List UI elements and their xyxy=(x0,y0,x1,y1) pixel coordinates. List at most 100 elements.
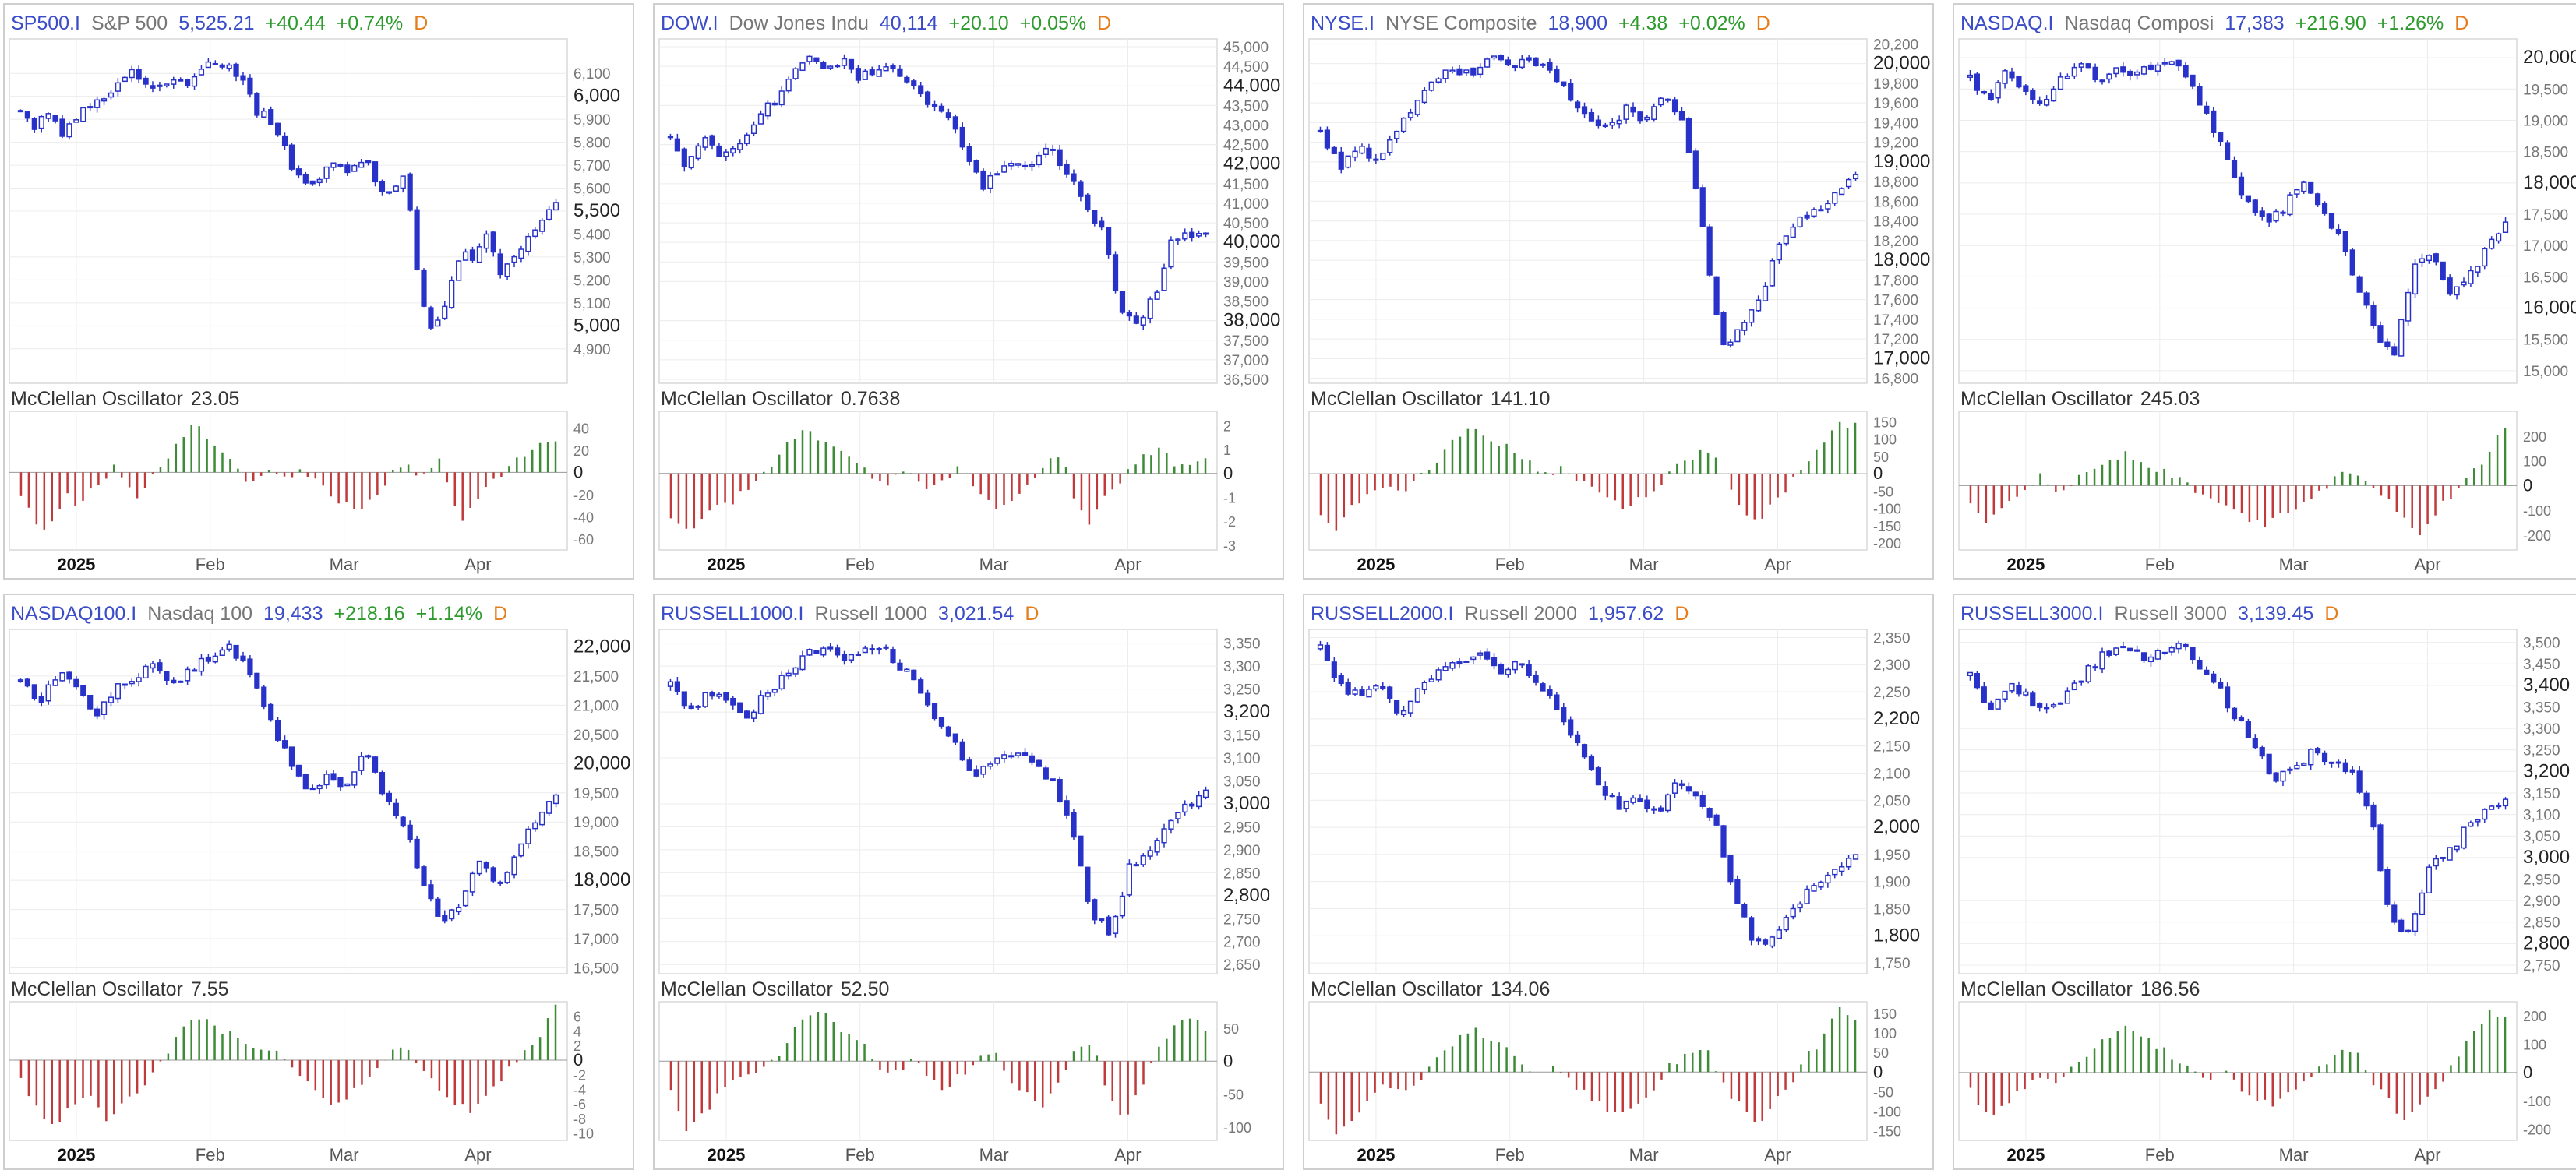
candle-body xyxy=(1008,162,1015,167)
candle-body xyxy=(1435,78,1442,83)
candle-body xyxy=(1981,90,1987,94)
candle-body xyxy=(1463,69,1470,74)
candle-body xyxy=(674,138,680,152)
candle-body xyxy=(2412,263,2419,295)
candle-body xyxy=(351,164,358,172)
oscillator-label: McClellan Oscillator xyxy=(661,978,833,1000)
candle-body xyxy=(2294,189,2300,195)
candle-body xyxy=(150,663,156,669)
candle-body xyxy=(1547,689,1553,696)
candle-body xyxy=(191,669,198,672)
candle-body xyxy=(2127,647,2133,652)
candle-body xyxy=(2287,194,2293,216)
candle-body xyxy=(462,890,469,907)
candle-body xyxy=(2468,270,2474,284)
candle-body xyxy=(171,679,177,684)
candle-body xyxy=(1099,918,1105,922)
chart-panel-nyse[interactable]: NYSE.I NYSE Composite 18,900 +4.38 +0.02% D Mc… xyxy=(1303,3,1934,580)
candle-body xyxy=(1435,669,1442,681)
candle-body xyxy=(1338,151,1344,170)
price-axis-tick: 2,000 xyxy=(1873,816,1920,837)
chart-panel-russell2000[interactable]: RUSSELL2000.I Russell 2000 1,957.62 D McClel… xyxy=(1303,594,1934,1170)
candle-body xyxy=(344,164,351,174)
price-plot-frame xyxy=(658,629,1218,974)
price-axis-tick: 17,000 xyxy=(573,932,619,948)
price-axis-tick: 40,000 xyxy=(1223,231,1280,252)
candle-body xyxy=(1776,243,1782,261)
price-axis-tick: 40,500 xyxy=(1223,216,1269,232)
candle-body xyxy=(2183,643,2189,648)
candle-body xyxy=(316,784,323,790)
candle-body xyxy=(1078,835,1084,867)
candle-body xyxy=(1839,866,1845,872)
candle-body xyxy=(1022,164,1029,167)
candle-body xyxy=(365,160,372,164)
candle-body xyxy=(2190,74,2196,87)
candle-body xyxy=(108,696,115,703)
candle-body xyxy=(288,144,295,170)
candle-body xyxy=(497,253,503,276)
chart-panel-russell1000[interactable]: RUSSELL1000.I Russell 1000 3,021.54 D McClel… xyxy=(653,594,1284,1170)
price-axis-tick: 1,950 xyxy=(1873,848,1911,864)
chart-panel-sp500[interactable]: SP500.I S&P 500 5,525.21 +40.44 +0.74% D McCle… xyxy=(3,3,634,580)
chart-header: RUSSELL2000.I Russell 2000 1,957.62 D xyxy=(1311,600,1699,628)
candle-body xyxy=(1671,99,1678,113)
candle-body xyxy=(94,99,101,108)
candle-body xyxy=(1015,752,1022,756)
price-axis-tick: 18,800 xyxy=(1873,174,1918,191)
candle-body xyxy=(2078,680,2084,683)
candle-body xyxy=(268,109,274,125)
time-axis-label: Feb xyxy=(1495,1145,1525,1165)
oscillator-axis-tick: 50 xyxy=(1223,1021,1239,1037)
candle-body xyxy=(1776,929,1782,939)
candle-body xyxy=(552,202,559,211)
candle-body xyxy=(2140,652,2147,661)
oscillator-axis-tick: -6 xyxy=(573,1097,586,1112)
candle-body xyxy=(2461,281,2467,286)
chart-panel-russell3000[interactable]: RUSSELL3000.I Russell 3000 3,139.45 D McClel… xyxy=(1953,594,2576,1170)
time-axis-label: 2025 xyxy=(707,1145,745,1165)
candle-body xyxy=(1154,840,1160,853)
candle-body xyxy=(414,838,420,869)
candle-body xyxy=(1651,106,1657,120)
candle-body xyxy=(973,160,979,173)
candle-body xyxy=(2037,703,2043,708)
candle-body xyxy=(1797,216,1803,227)
candle-body xyxy=(1505,668,1511,675)
oscillator-axis-tick: 1 xyxy=(1223,442,1231,458)
candle-body xyxy=(2273,210,2279,222)
candle-body xyxy=(247,658,253,675)
chart-panel-dow[interactable]: DOW.I Dow Jones Indu 40,114 +20.10 +0.05% D Mc… xyxy=(653,3,1284,580)
candle-body xyxy=(827,65,834,69)
chart-header: NASDAQ.I Nasdaq Composi 17,383 +216.90 +1.26… xyxy=(1960,9,2479,37)
chart-panel-nasdaq[interactable]: NASDAQ.I Nasdaq Composi 17,383 +216.90 +1.26… xyxy=(1953,3,2576,580)
candle-body xyxy=(1106,226,1112,255)
price-axis-tick: 20,000 xyxy=(573,752,630,774)
candle-body xyxy=(1491,55,1498,59)
price-axis-tick: 5,900 xyxy=(573,112,611,129)
candle-body xyxy=(966,146,972,162)
candle-body xyxy=(1839,188,1845,196)
candle-body xyxy=(281,740,288,749)
oscillator-axis-tick: 100 xyxy=(1873,1026,1897,1041)
candle-body xyxy=(1050,778,1056,781)
candle-body xyxy=(2321,752,2328,763)
candle-body xyxy=(1581,106,1588,115)
candle-body xyxy=(1602,124,1608,127)
price-axis-tick: 3,150 xyxy=(1223,728,1261,745)
candle-body xyxy=(386,792,392,802)
price-axis-tick: 2,700 xyxy=(1223,935,1261,951)
candle-body xyxy=(240,75,246,81)
candle-body xyxy=(806,649,813,656)
oscillator-label: McClellan Oscillator xyxy=(1311,388,1483,410)
candle-body xyxy=(17,679,24,682)
candle-body xyxy=(2168,647,2175,653)
oscillator-axis-tick: -8 xyxy=(573,1112,586,1127)
chart-panel-nasdaq100[interactable]: NASDAQ100.I Nasdaq 100 19,433 +218.16 +1.14%… xyxy=(3,594,634,1170)
price-axis-tick: 5,600 xyxy=(573,181,611,198)
candle-body xyxy=(275,122,281,136)
candle-body xyxy=(428,884,434,900)
candle-body xyxy=(1154,291,1160,300)
candle-body xyxy=(2405,291,2412,322)
